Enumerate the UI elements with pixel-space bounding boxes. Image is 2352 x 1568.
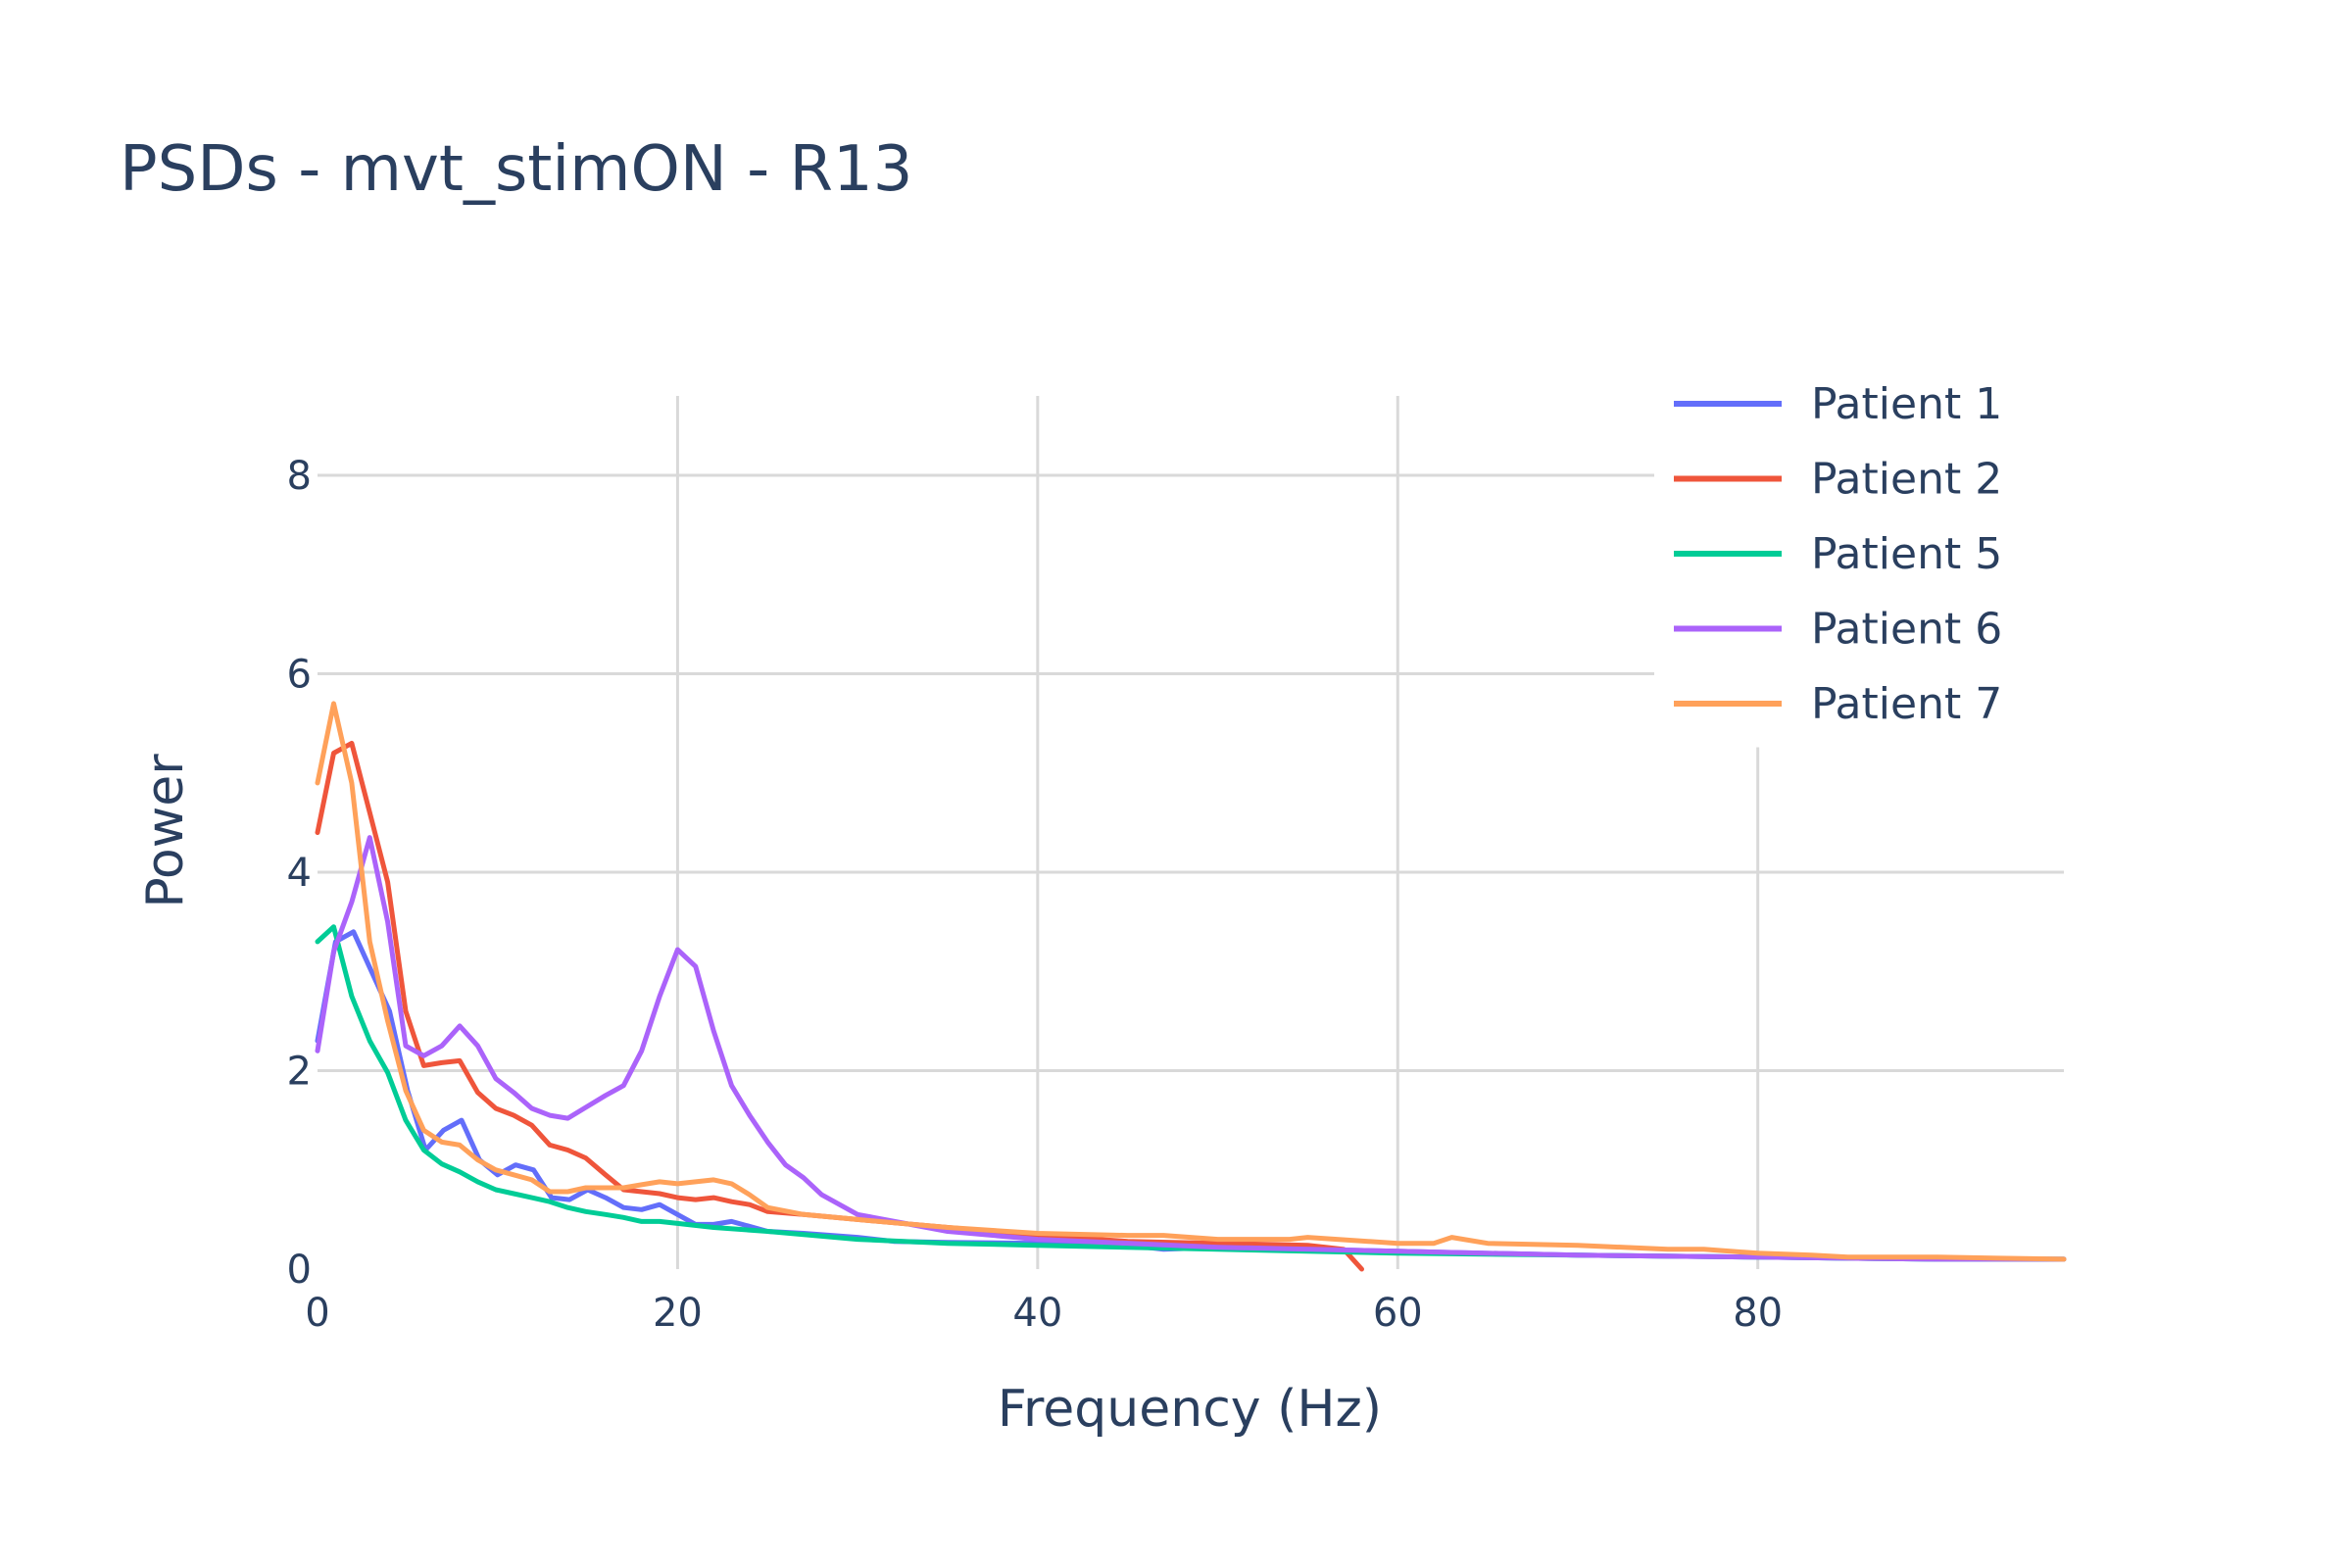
legend[interactable]: Patient 1 Patient 2 Patient 5 Patient 6 Pati… bbox=[1654, 333, 2064, 748]
series-line-patient-7[interactable] bbox=[315, 701, 2067, 1262]
series-line-patient-6[interactable] bbox=[315, 835, 2067, 1262]
series-line-patient-5[interactable] bbox=[315, 924, 2067, 1262]
y-tick-label: 2 bbox=[287, 1050, 312, 1095]
x-tick-label: 40 bbox=[1012, 1291, 1062, 1336]
y-tick-label: 8 bbox=[287, 454, 312, 499]
x-axis-title: Frequency (Hz) bbox=[998, 1380, 1382, 1439]
legend-item[interactable]: Patient 2 bbox=[1674, 455, 2002, 505]
legend-label: Patient 5 bbox=[1811, 529, 2002, 579]
series-layer bbox=[315, 701, 2067, 1272]
series-line-patient-2[interactable] bbox=[315, 740, 1364, 1272]
legend-label: Patient 2 bbox=[1811, 455, 2002, 505]
legend-item[interactable]: Patient 7 bbox=[1674, 679, 2002, 729]
y-tick-label: 0 bbox=[287, 1248, 312, 1293]
legend-item[interactable]: Patient 5 bbox=[1674, 529, 2002, 579]
x-tick-label: 60 bbox=[1373, 1291, 1423, 1336]
x-tick-label: 20 bbox=[653, 1291, 703, 1336]
legend-label: Patient 1 bbox=[1811, 379, 2002, 429]
x-tick-label: 80 bbox=[1733, 1291, 1783, 1336]
y-tick-label: 4 bbox=[287, 851, 312, 896]
legend-label: Patient 6 bbox=[1811, 605, 2002, 655]
chart-title: PSDs - mvt_stimON - R13 bbox=[120, 133, 913, 206]
legend-label: Patient 7 bbox=[1811, 679, 2002, 729]
y-axis-title: Power bbox=[136, 754, 195, 908]
legend-item[interactable]: Patient 6 bbox=[1674, 605, 2002, 655]
y-tick-label: 6 bbox=[287, 653, 312, 698]
tick-label-layer: 0 20 40 60 80 0 2 4 6 8 bbox=[287, 454, 1784, 1336]
legend-item[interactable]: Patient 1 bbox=[1674, 379, 2002, 429]
x-tick-label: 0 bbox=[305, 1291, 329, 1336]
